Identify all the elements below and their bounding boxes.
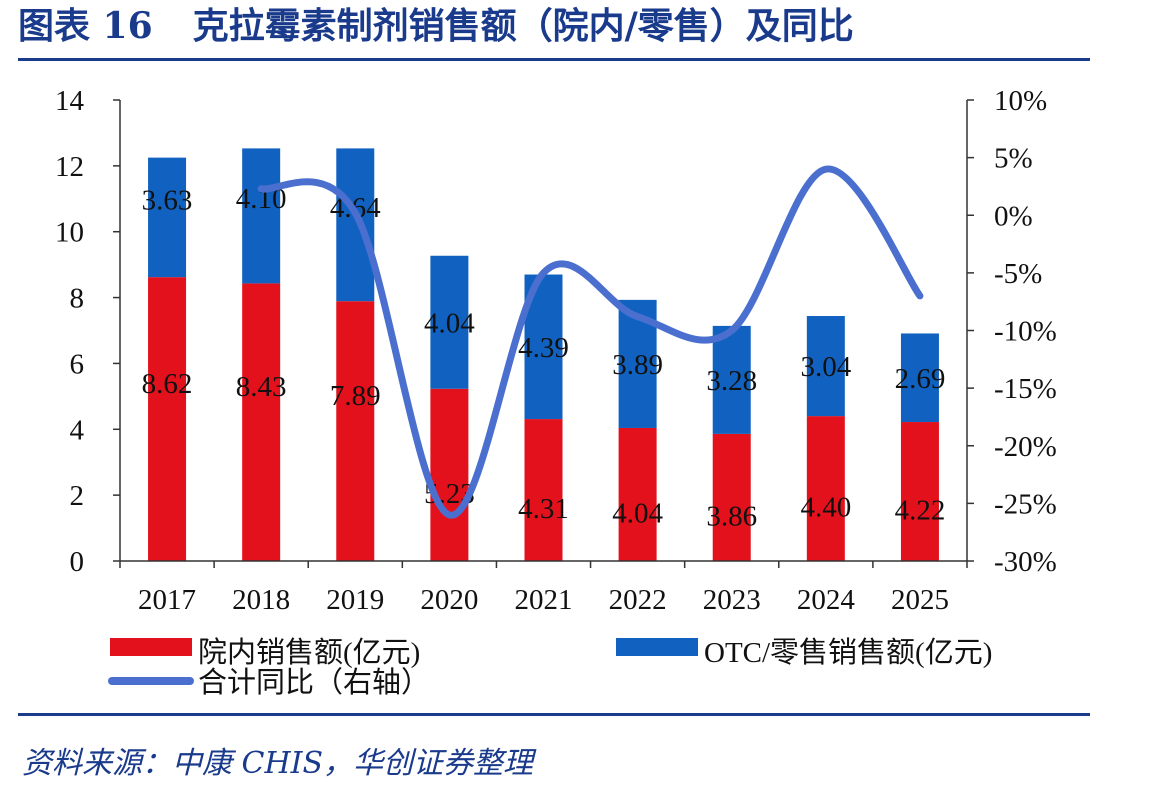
bar-retail-2025 (900, 333, 939, 423)
left-tick-14: 14 (55, 85, 85, 117)
right-tick--20%: -20% (994, 431, 1057, 463)
left-tick-4: 4 (70, 414, 85, 446)
label-retail-2022: 3.89 (612, 349, 663, 381)
bar-hospital-2022 (618, 427, 657, 561)
left-tick-2: 2 (70, 480, 85, 512)
right-tick-10%: 10% (994, 85, 1047, 117)
legend-label-retail: OTC/零售销售额(亿元) (704, 636, 992, 669)
legend-swatch-hospital (110, 638, 192, 656)
right-tick--15%: -15% (994, 373, 1057, 405)
bar-hospital-2020 (430, 388, 469, 561)
label-hospital-2019: 7.89 (330, 380, 381, 412)
left-tick-0: 0 (70, 546, 85, 578)
x-tick-2025: 2025 (891, 584, 949, 616)
bar-retail-2024 (806, 316, 845, 417)
left-tick-10: 10 (55, 217, 84, 249)
bar-retail-2018 (242, 148, 281, 284)
source-divider (18, 713, 1090, 716)
left-tick-6: 6 (70, 348, 85, 380)
label-hospital-2024: 4.40 (800, 492, 851, 524)
label-hospital-2023: 3.86 (706, 500, 757, 532)
left-tick-8: 8 (70, 283, 85, 315)
label-retail-2023: 3.28 (706, 365, 757, 397)
sales-chart: 8.623.638.434.107.894.645.234.044.314.39… (55, 85, 1057, 699)
label-hospital-2021: 4.31 (518, 493, 569, 525)
figure-title: 图表 16 克拉霉素制剂销售额（院内/零售）及同比 (18, 6, 1128, 58)
right-tick--30%: -30% (994, 546, 1057, 578)
legend-label-hospital: 院内销售额(亿元) (198, 636, 420, 669)
x-tick-2017: 2017 (138, 584, 196, 616)
label-retail-2021: 4.39 (518, 332, 569, 364)
label-retail-2024: 3.04 (800, 351, 851, 383)
figure-number: 图表 16 (18, 5, 153, 47)
bar-hospital-2025 (900, 422, 939, 561)
label-hospital-2017: 8.62 (142, 368, 193, 400)
x-tick-2020: 2020 (420, 584, 478, 616)
source-note: 资料来源：中康 CHIS，华创证券整理 (22, 746, 534, 781)
title-divider (18, 58, 1090, 61)
label-retail-2017: 3.63 (142, 184, 193, 216)
right-tick--10%: -10% (994, 316, 1057, 348)
x-tick-2019: 2019 (326, 584, 384, 616)
bar-retail-2020 (430, 255, 469, 389)
label-retail-2020: 4.04 (424, 307, 475, 339)
right-tick-0%: 0% (994, 200, 1033, 232)
label-hospital-2022: 4.04 (612, 497, 663, 529)
x-tick-2018: 2018 (232, 584, 290, 616)
x-tick-2021: 2021 (515, 584, 573, 616)
right-tick--25%: -25% (994, 488, 1057, 520)
bar-hospital-2024 (806, 416, 845, 561)
bar-retail-2017 (148, 157, 187, 278)
label-hospital-2025: 4.22 (895, 495, 946, 527)
bar-retail-2023 (712, 325, 751, 434)
x-tick-2022: 2022 (609, 584, 667, 616)
label-hospital-2018: 8.43 (236, 371, 287, 403)
bar-hospital-2017 (148, 277, 187, 561)
bar-retail-2019 (336, 148, 375, 302)
label-retail-2025: 2.69 (895, 363, 946, 395)
figure-title-text: 克拉霉素制剂销售额（院内/零售）及同比 (192, 5, 854, 47)
yoy-line (257, 165, 924, 519)
bar-hospital-2023 (712, 433, 751, 561)
x-tick-2024: 2024 (797, 584, 856, 616)
bar-hospital-2021 (524, 419, 563, 561)
legend-label-yoy: 合计同比（右轴） (198, 666, 430, 699)
legend-swatch-retail (616, 638, 698, 656)
x-tick-2023: 2023 (703, 584, 761, 616)
bar-hospital-2018 (242, 283, 281, 561)
bar-hospital-2019 (336, 301, 375, 561)
right-tick--5%: -5% (994, 258, 1042, 290)
left-tick-12: 12 (55, 151, 84, 183)
right-tick-5%: 5% (994, 143, 1033, 175)
